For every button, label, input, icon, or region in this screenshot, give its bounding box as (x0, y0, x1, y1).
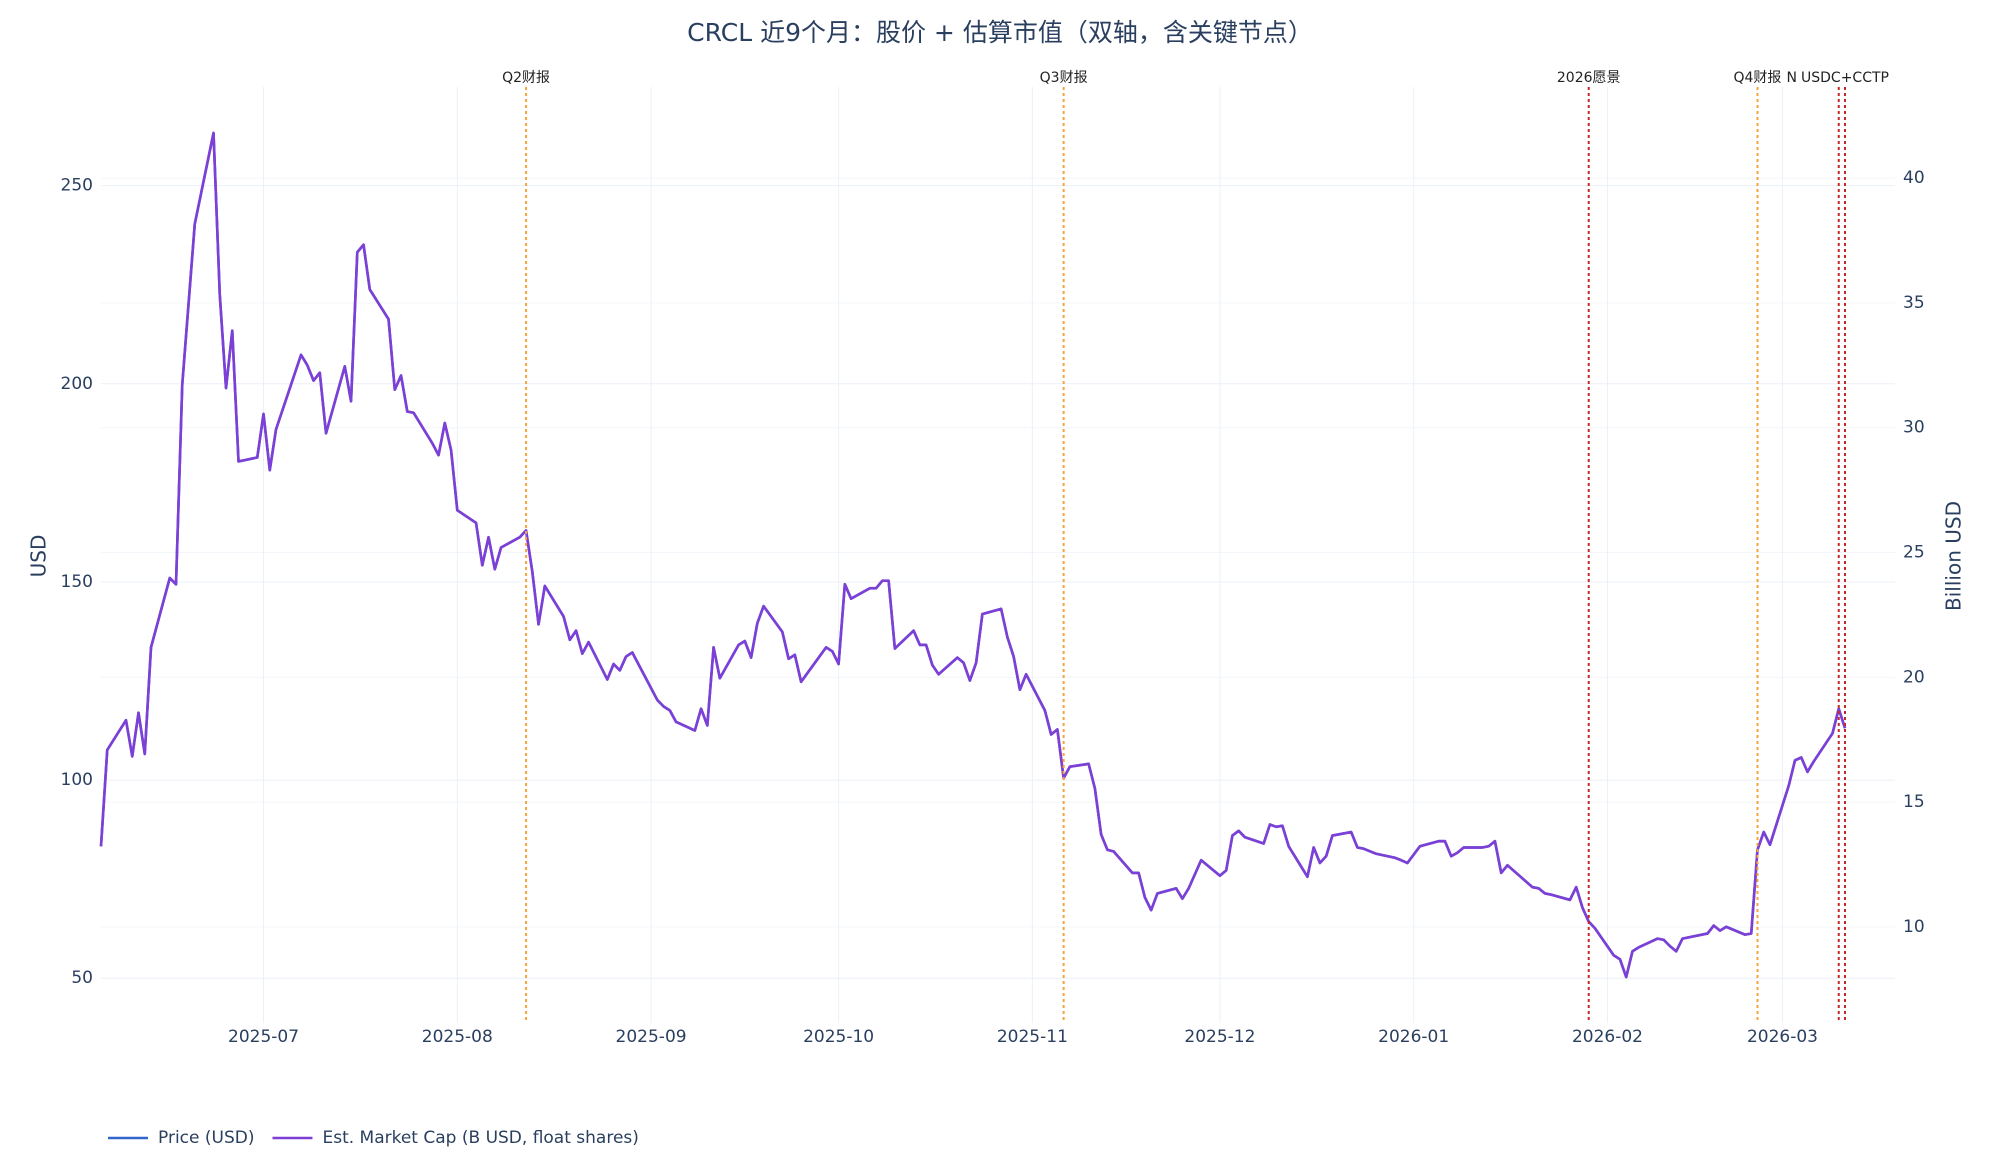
series-line (99, 131, 1847, 979)
y2-tick-label: 10 (1903, 917, 1925, 937)
x-tick-label: 2025-10 (803, 1027, 874, 1047)
y2-axis-title: Billion USD (1942, 501, 1966, 611)
y2-tick-label: 15 (1903, 792, 1925, 812)
event-label: Q4财报 (1734, 70, 1782, 86)
x-tick-label: 2025-12 (1184, 1027, 1255, 1047)
y-tick-label: 150 (61, 572, 93, 592)
x-tick-label: 2025-09 (616, 1027, 687, 1047)
legend-item[interactable]: Est. Market Cap (B USD, float shares) (272, 1128, 639, 1148)
y2-tick-label: 30 (1903, 418, 1925, 438)
event-label: Q2财报 (502, 70, 550, 86)
y2-tick-label: 35 (1903, 293, 1925, 313)
event-label: USDC+CCTP (1801, 70, 1889, 86)
x-tick-label: 2025-08 (422, 1027, 493, 1047)
y-tick-label: 250 (61, 176, 93, 196)
event-label: N (1787, 70, 1797, 86)
legend-item[interactable]: Price (USD) (108, 1128, 254, 1148)
y-tick-label: 50 (71, 968, 93, 988)
y2-tick-label: 20 (1903, 667, 1925, 687)
x-tick-label: 2026-02 (1572, 1027, 1643, 1047)
event-label: Q3财报 (1040, 70, 1088, 86)
x-tick-label: 2025-07 (228, 1027, 299, 1047)
y2-tick-label: 40 (1903, 168, 1925, 188)
x-tick-label: 2026-01 (1378, 1027, 1449, 1047)
y2-tick-label: 25 (1903, 543, 1925, 563)
series-line (99, 131, 1847, 979)
x-tick-label: 2025-11 (997, 1027, 1068, 1047)
y-tick-label: 100 (61, 770, 93, 790)
y-tick-label: 200 (61, 374, 93, 394)
event-label: 2026愿景 (1557, 70, 1621, 86)
legend-label: Price (USD) (158, 1128, 254, 1148)
legend-label: Est. Market Cap (B USD, float shares) (322, 1128, 638, 1148)
chart-title: CRCL 近9个月：股价 + 估算市值（双轴，含关键节点） (687, 18, 1313, 47)
y-axis-title: USD (27, 535, 51, 578)
x-tick-label: 2026-03 (1747, 1027, 1818, 1047)
